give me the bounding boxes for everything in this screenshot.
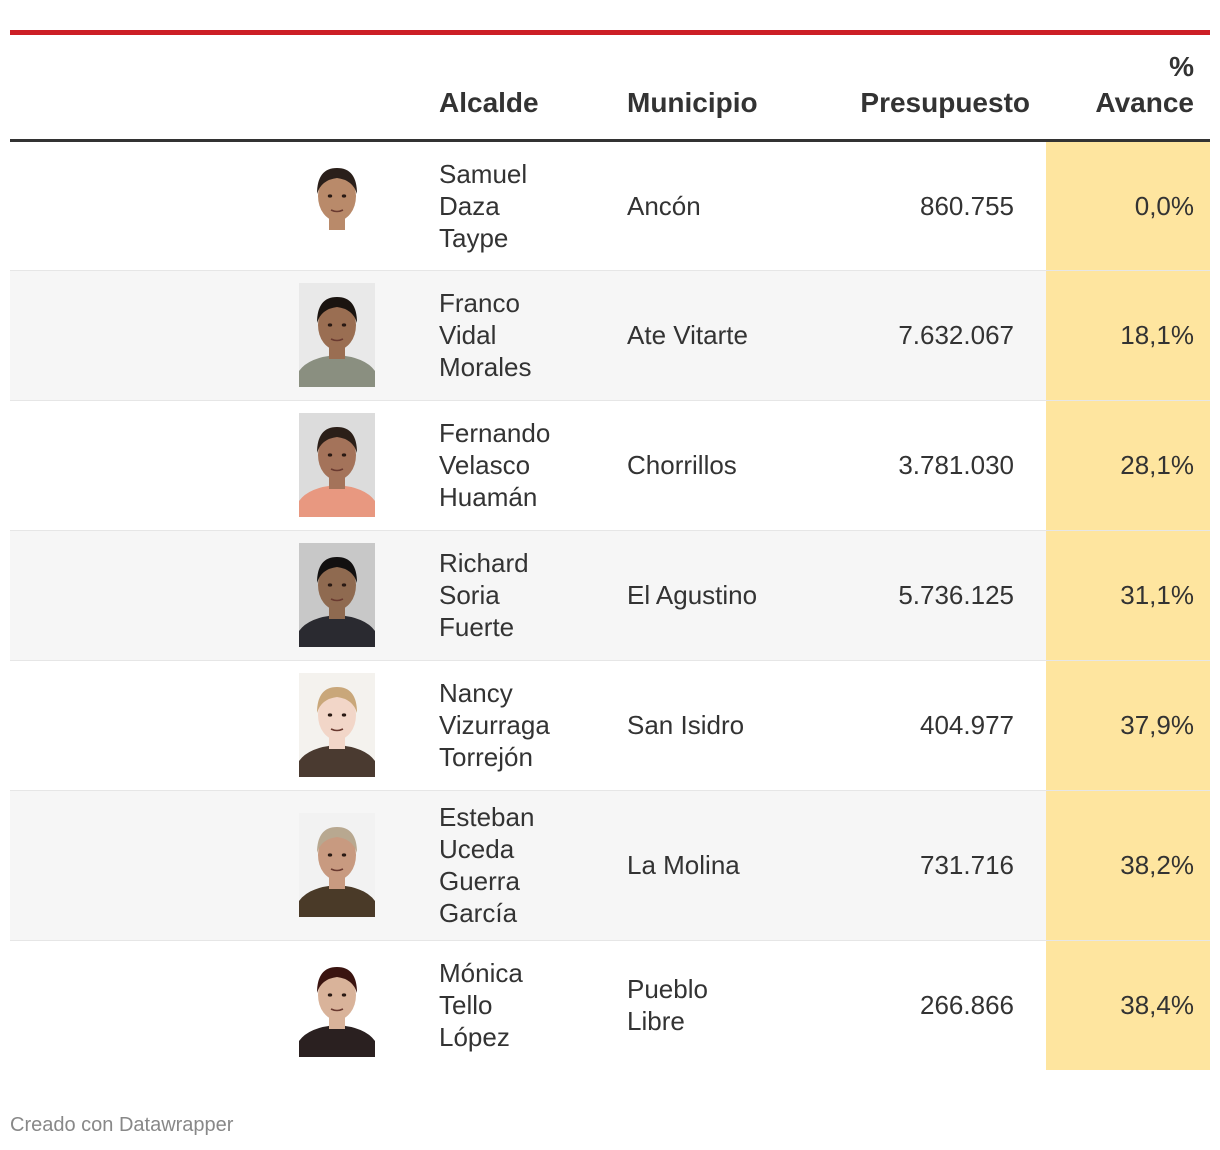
presupuesto-cell: 404.977 bbox=[796, 660, 1046, 791]
mayor-portrait-photo bbox=[299, 413, 375, 517]
mayor-portrait-photo bbox=[299, 153, 375, 258]
mayor-portrait-photo bbox=[299, 953, 375, 1058]
table-row: Richard Soria Fuerte El Agustino 5.736.1… bbox=[10, 530, 1210, 661]
alcalde-cell: Mónica Tello López bbox=[439, 958, 523, 1053]
alcalde-cell: Richard Soria Fuerte bbox=[423, 530, 611, 661]
alcalde-cell: Franco Vidal Morales bbox=[423, 270, 611, 401]
alcalde-cell: Samuel Daza Taype bbox=[423, 140, 611, 271]
table-row: Nancy Vizurraga Torrejón San Isidro 404.… bbox=[10, 660, 1210, 791]
table-header-row: Alcalde Municipio Presupuesto % Avance bbox=[10, 35, 1210, 142]
municipio-cell: San Isidro bbox=[611, 660, 796, 791]
table-row: Esteban Uceda Guerra García La Molina 73… bbox=[10, 790, 1210, 941]
avance-cell: 38,4% bbox=[1046, 940, 1210, 1070]
alcalde-column-header[interactable]: Alcalde bbox=[423, 35, 611, 142]
presupuesto-cell: 3.781.030 bbox=[796, 400, 1046, 531]
avance-cell: 18,1% bbox=[1046, 270, 1210, 401]
alcalde-cell: Fernando Velasco Huamán bbox=[423, 400, 611, 531]
presupuesto-cell: 731.716 bbox=[796, 790, 1046, 941]
municipio-cell: Ancón bbox=[611, 140, 796, 271]
table-row: Franco Vidal Morales Ate Vitarte 7.632.0… bbox=[10, 270, 1210, 401]
presupuesto-cell: 860.755 bbox=[796, 140, 1046, 271]
photo-cell bbox=[10, 940, 423, 1070]
mayor-portrait-photo bbox=[299, 813, 375, 917]
mayor-portrait-photo bbox=[299, 673, 375, 777]
alcalde-cell: Nancy Vizurraga Torrejón bbox=[423, 660, 611, 791]
municipio-cell: Chorrillos bbox=[611, 400, 796, 531]
avance-cell: 38,2% bbox=[1046, 790, 1210, 941]
photo-cell bbox=[10, 400, 423, 531]
photo-cell bbox=[10, 790, 423, 941]
presupuesto-cell: 7.632.067 bbox=[796, 270, 1046, 401]
top-accent-rule bbox=[10, 30, 1210, 35]
municipio-cell: Ate Vitarte bbox=[611, 270, 796, 401]
avance-cell: 0,0% bbox=[1046, 140, 1210, 271]
presupuesto-column-header[interactable]: Presupuesto bbox=[796, 35, 1046, 142]
avance-cell: 28,1% bbox=[1046, 400, 1210, 531]
municipio-cell: Pueblo Libre bbox=[627, 974, 708, 1037]
presupuesto-cell: 266.866 bbox=[920, 990, 1014, 1021]
avance-cell: 31,1% bbox=[1046, 530, 1210, 661]
municipio-column-header[interactable]: Municipio bbox=[611, 35, 796, 142]
alcalde-cell: Esteban Uceda Guerra García bbox=[423, 790, 611, 941]
table-row: Samuel Daza Taype Ancón 860.755 0,0% bbox=[10, 140, 1210, 271]
table-row: Fernando Velasco Huamán Chorrillos 3.781… bbox=[10, 400, 1210, 531]
municipio-cell: El Agustino bbox=[611, 530, 796, 661]
photo-cell bbox=[10, 530, 423, 661]
avance-column-header[interactable]: % Avance bbox=[1046, 35, 1210, 142]
municipio-cell: La Molina bbox=[611, 790, 796, 941]
mayor-portrait-photo bbox=[299, 283, 375, 387]
datawrapper-credit[interactable]: Creado con Datawrapper bbox=[10, 1114, 234, 1136]
mayors-budget-table: Alcalde Municipio Presupuesto % Avance S… bbox=[10, 35, 1210, 1070]
avance-cell: 37,9% bbox=[1046, 660, 1210, 791]
photo-cell bbox=[10, 270, 423, 401]
table-row: Mónica Tello López Pueblo Libre 266.866 … bbox=[10, 940, 1210, 1070]
photo-cell bbox=[10, 660, 423, 791]
presupuesto-cell: 5.736.125 bbox=[796, 530, 1046, 661]
mayor-portrait-photo bbox=[299, 543, 375, 647]
photo-cell bbox=[10, 140, 423, 271]
photo-column-header bbox=[10, 35, 423, 142]
